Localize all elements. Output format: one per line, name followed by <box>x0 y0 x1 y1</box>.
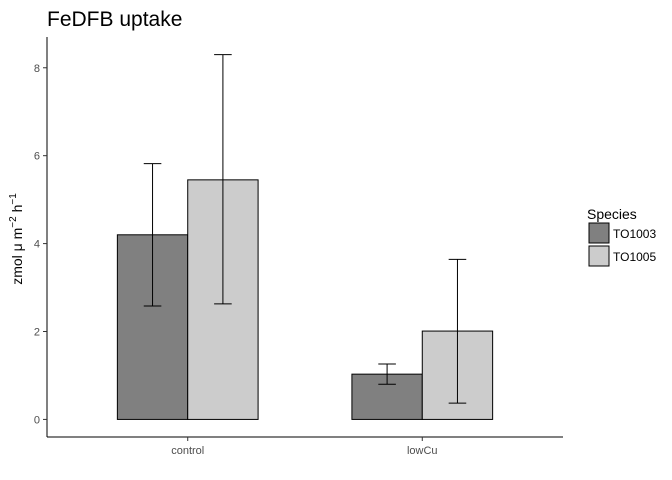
y-tick-label: 8 <box>34 63 40 75</box>
error-bar-TO1003-lowCu <box>378 363 396 385</box>
error-bars <box>143 54 467 404</box>
y-axis-title-base: zmol μ m <box>9 228 25 285</box>
y-axis-title-exp1: −2 <box>8 216 19 228</box>
legend-label: TO1005 <box>613 250 656 264</box>
chart-title: FeDFB uptake <box>47 8 182 31</box>
legend-swatch <box>588 245 610 267</box>
y-tick-label: 6 <box>34 151 40 163</box>
y-axis-title-exp2: −1 <box>8 193 19 205</box>
error-bar-TO1003-control <box>143 163 162 307</box>
y-axis-title-mid: h <box>9 205 25 217</box>
legend-item-TO1003: TO1003 <box>588 222 656 244</box>
x-tick-label-lowCu: lowCu <box>407 445 438 457</box>
legend-title: Species <box>587 206 637 222</box>
error-bar-TO1005-control <box>214 54 232 305</box>
error-bar-TO1005-lowCu <box>448 258 467 404</box>
x-tick-label-control: control <box>171 445 204 457</box>
legend-item-TO1005: TO1005 <box>588 245 656 267</box>
y-tick-label: 4 <box>34 239 40 251</box>
legend-label: TO1003 <box>613 227 656 241</box>
y-axis-title: zmol μ m−2 h−1 <box>8 193 25 285</box>
y-tick-label: 0 <box>34 414 40 426</box>
legend-swatch <box>588 222 610 244</box>
y-axis-ticks: 0 2 4 6 8 <box>34 63 47 426</box>
legend: Species TO1003 TO1005 <box>587 206 656 267</box>
y-tick-label: 2 <box>34 327 40 339</box>
legend-items: TO1003 TO1005 <box>588 222 656 267</box>
x-axis-ticks: control lowCu <box>171 437 438 457</box>
bars <box>116 179 494 420</box>
